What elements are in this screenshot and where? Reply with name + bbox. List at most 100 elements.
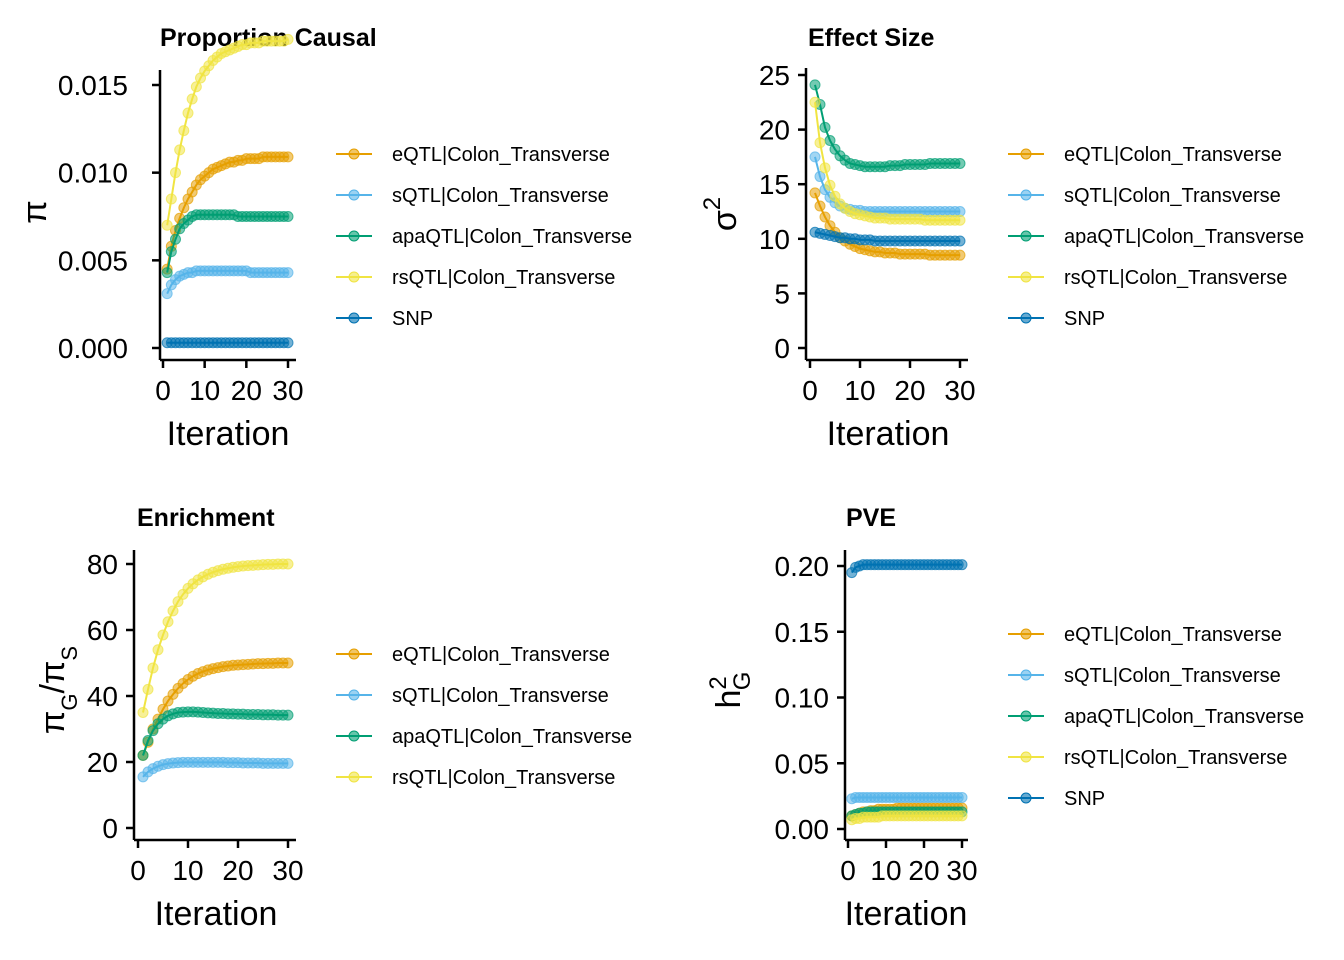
legend-item: rsQTL|Colon_Transverse bbox=[1008, 747, 1287, 769]
legend-item: rsQTL|Colon_Transverse bbox=[1008, 267, 1287, 289]
y-tick-label: 20 bbox=[759, 115, 790, 146]
data-point bbox=[178, 202, 190, 214]
legend-key-point bbox=[1020, 271, 1032, 283]
series-SNP bbox=[846, 559, 968, 579]
x-tick-label: 10 bbox=[870, 855, 901, 886]
legend-key-point bbox=[348, 230, 360, 242]
legend-item: apaQTL|Colon_Transverse bbox=[1008, 226, 1304, 248]
legend-item: eQTL|Colon_Transverse bbox=[336, 644, 610, 666]
y-tick-label: 10 bbox=[759, 224, 790, 255]
panel-enrichment: Enrichment 0 20 40 60 80 0 10 20 30 Iteration πG/πS… bbox=[34, 504, 632, 933]
legend-key-point bbox=[348, 312, 360, 324]
y-axis-title: σ2 bbox=[699, 197, 744, 231]
data-point bbox=[814, 200, 826, 212]
legend-key-point bbox=[348, 771, 360, 783]
series-eQTL bbox=[137, 657, 294, 761]
legend-item: eQTL|Colon_Transverse bbox=[336, 144, 610, 166]
legend-item: apaQTL|Colon_Transverse bbox=[336, 726, 632, 748]
data-point bbox=[814, 171, 826, 183]
data-point bbox=[954, 235, 966, 247]
data-point bbox=[819, 121, 831, 133]
series-SNP bbox=[809, 226, 966, 247]
data-point bbox=[142, 735, 154, 747]
series-rsQTL bbox=[161, 33, 294, 231]
legend-label: apaQTL|Colon_Transverse bbox=[1064, 226, 1304, 248]
data-point bbox=[809, 151, 821, 163]
y-axis-title: h2G bbox=[705, 672, 756, 709]
x-tick-label: 10 bbox=[189, 375, 220, 406]
data-point bbox=[147, 662, 159, 674]
y-tick-label: 5 bbox=[774, 278, 790, 309]
legend-key-point bbox=[1020, 230, 1032, 242]
legend-item: SNP bbox=[1008, 308, 1105, 330]
y-tick-label: 0.20 bbox=[775, 551, 830, 582]
data-point bbox=[282, 657, 294, 669]
y-tick-label: 0.00 bbox=[775, 814, 830, 845]
legend-label: SNP bbox=[1064, 788, 1105, 810]
data-point bbox=[824, 179, 836, 191]
legend-item: sQTL|Colon_Transverse bbox=[336, 185, 609, 207]
series-sQTL bbox=[137, 756, 294, 783]
legend-item: eQTL|Colon_Transverse bbox=[1008, 144, 1282, 166]
x-tick-label: 0 bbox=[155, 375, 171, 406]
data-point bbox=[162, 616, 174, 628]
y-tick-label: 25 bbox=[759, 60, 790, 91]
data-point bbox=[954, 249, 966, 261]
legend-key-point bbox=[348, 189, 360, 201]
data-point bbox=[178, 125, 190, 137]
panel-pve: PVE 0.00 0.05 0.10 0.15 0.20 0 10 20 30 Iteration h… bbox=[705, 504, 1304, 933]
data-point bbox=[161, 219, 173, 231]
data-point bbox=[182, 107, 194, 119]
data-point bbox=[956, 559, 968, 571]
legend-label: rsQTL|Colon_Transverse bbox=[392, 267, 615, 289]
legend-item: eQTL|Colon_Transverse bbox=[1008, 624, 1282, 646]
series-sQTL bbox=[846, 791, 968, 805]
y-axis-title: π bbox=[16, 200, 54, 223]
legend-key-point bbox=[1020, 628, 1032, 640]
series-eQTL bbox=[809, 187, 966, 261]
legend-label: apaQTL|Colon_Transverse bbox=[392, 226, 632, 248]
y-tick-label: 0.015 bbox=[58, 70, 128, 101]
panel-title: PVE bbox=[846, 504, 896, 532]
legend-item: apaQTL|Colon_Transverse bbox=[336, 226, 632, 248]
legend-label: rsQTL|Colon_Transverse bbox=[1064, 267, 1287, 289]
x-tick-label: 20 bbox=[222, 855, 253, 886]
legend-key-point bbox=[1020, 312, 1032, 324]
legend-key-point bbox=[1020, 669, 1032, 681]
data-point bbox=[165, 193, 177, 205]
y-tick-label: 20 bbox=[87, 747, 118, 778]
series-rsQTL bbox=[137, 558, 294, 718]
y-tick-label: 0.010 bbox=[58, 158, 128, 189]
x-axis-title: Iteration bbox=[845, 895, 968, 933]
legend-label: SNP bbox=[392, 308, 433, 330]
legend-key-point bbox=[348, 648, 360, 660]
panel-effect-size: Effect Size 0 5 10 15 20 25 0 10 20 30 Iteration σ2 e… bbox=[699, 24, 1304, 453]
data-point bbox=[170, 167, 181, 179]
legend-key-point bbox=[348, 730, 360, 742]
series-rsQTL bbox=[846, 810, 968, 826]
data-point bbox=[137, 707, 149, 718]
legend-item: sQTL|Colon_Transverse bbox=[1008, 185, 1281, 207]
y-tick-label: 0 bbox=[774, 333, 790, 364]
data-point bbox=[167, 605, 179, 617]
data-point bbox=[174, 144, 186, 156]
legend-key-point bbox=[1020, 710, 1032, 722]
series-SNP bbox=[161, 337, 294, 349]
data-point bbox=[282, 267, 294, 279]
data-point bbox=[282, 33, 294, 45]
y-tick-label: 0 bbox=[102, 813, 118, 844]
data-point bbox=[954, 157, 966, 169]
panel-title: Effect Size bbox=[808, 24, 935, 52]
y-axis-title: πG/πS bbox=[34, 646, 82, 734]
data-point bbox=[809, 187, 821, 199]
y-tick-label: 80 bbox=[87, 549, 118, 580]
x-tick-label: 30 bbox=[946, 855, 977, 886]
data-point bbox=[137, 749, 149, 761]
x-tick-label: 20 bbox=[908, 855, 939, 886]
legend-label: SNP bbox=[1064, 308, 1105, 330]
legend-key-point bbox=[1020, 792, 1032, 804]
legend-key-point bbox=[348, 271, 360, 283]
data-point bbox=[170, 233, 181, 245]
legend-label: sQTL|Colon_Transverse bbox=[392, 185, 609, 207]
legend-key-point bbox=[1020, 751, 1032, 763]
